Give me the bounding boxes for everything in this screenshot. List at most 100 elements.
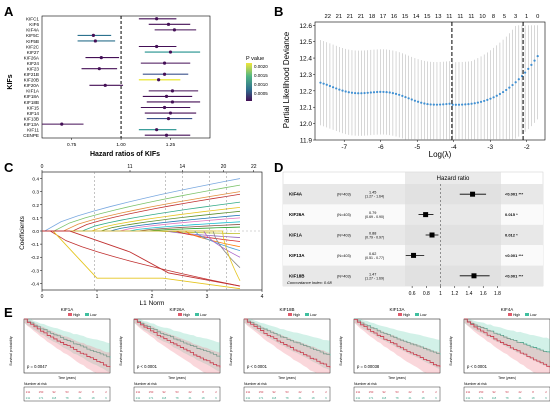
panel-d-multivariate-forest: Hazard ratio KIF4A (N=403) 1.45(1.27 - 1.64…: [282, 171, 544, 297]
km-pvalue: p < 0.0001: [137, 364, 158, 369]
km-frame: [133, 318, 221, 374]
km-risk-low: 6: [215, 396, 217, 400]
km-risk-high: 92: [382, 390, 386, 394]
km-risk-low: 18: [201, 396, 205, 400]
panel-b-top-count: 21: [358, 14, 364, 20]
km-risk-high: 22: [298, 390, 302, 394]
panel-c-ytick-label: -0.1: [31, 242, 40, 248]
panel-c-coef-path: [42, 221, 241, 232]
km-risk-low: 118: [492, 396, 497, 400]
km-curve: [244, 318, 331, 368]
panel-c-coef-path: [42, 191, 241, 232]
panel-b-cv-point: [382, 90, 385, 94]
panel-d-n-label: (N=403): [337, 234, 352, 238]
panel-a-point-kif18a: [164, 94, 169, 99]
panel-d-gene-kif1a: KIF1A: [289, 233, 303, 238]
legend-title: P value: [246, 56, 264, 62]
panel-b-cv-point: [530, 63, 533, 66]
km-curve: [134, 318, 221, 368]
panel-b-top-count: 14: [413, 14, 420, 20]
panel-b-cv-point: [435, 103, 439, 106]
panel-d-hr-point: [429, 232, 435, 238]
panel-a-tick-label-kif21b: KIF21B: [24, 72, 39, 77]
panel-c-ytick-label: 0.4: [32, 177, 39, 183]
km-risk-table: [243, 386, 331, 402]
km-risk-low: 211: [466, 396, 471, 400]
panel-b-cv-point: [479, 100, 483, 103]
km-risk-high: 22: [78, 390, 82, 394]
panel-d-xtick-label: 0.8: [423, 291, 430, 297]
km-curve: [354, 318, 441, 368]
km-title: KIF18B: [279, 307, 294, 312]
panel-c-coef-path: [42, 207, 241, 232]
panel-d-n-label: (N=403): [337, 213, 352, 217]
panel-b-cv-point: [366, 91, 369, 94]
panel-a-point-kif27: [168, 50, 173, 54]
panel-d-pvalue: 0.012 *: [505, 233, 518, 238]
panel-d-ci-value: (0.79 - 0.97): [365, 236, 384, 240]
panel-b-cv-point: [407, 97, 410, 100]
panel-b-cv-point: [454, 103, 457, 106]
km-title: KIF1A: [61, 307, 74, 312]
panel-a-tick-label-kifc1: KIFC1: [26, 17, 39, 22]
panel-a-tick-label-kif2c: KIF2C: [26, 44, 40, 49]
panel-d-title: Hazard ratio: [437, 176, 470, 182]
panel-a-xtick-label: 0.75: [67, 142, 77, 148]
km-risk-high: 22: [188, 390, 192, 394]
panel-c-coef-path: [42, 201, 241, 232]
panel-c-top-tick-label: 22: [251, 164, 257, 170]
panel-a-tick-label-kif24: KIF24: [27, 61, 40, 66]
panel-a-tick-label-kif23: KIF23: [27, 66, 40, 71]
panel-b-xtick-label: -5: [414, 144, 420, 151]
panel-b-cv-point: [524, 71, 527, 74]
panel-a-xtick-label: 1.25: [166, 142, 176, 148]
km-risk-high: 8: [202, 390, 204, 394]
panel-a-xtick-label: 1.00: [116, 142, 126, 148]
panel-d-gene-kif18b: KIF18B: [289, 273, 305, 278]
km-risk-low: 6: [435, 396, 437, 400]
panel-d-ci-value: (0.69 - 0.90): [365, 215, 384, 219]
panel-d-n-label: (N=403): [337, 254, 352, 258]
km-risk-high: 211: [246, 390, 251, 394]
km-legend-low: Low: [310, 313, 317, 317]
km-risk-low: 18: [531, 396, 535, 400]
panel-b-cv-point: [341, 89, 344, 92]
km-risk-high: 8: [312, 390, 314, 394]
panel-d-pvalue: 0.015 *: [505, 212, 518, 217]
panel-b-cv-point: [501, 90, 505, 94]
km-curve: [464, 319, 550, 354]
panel-d-n-label: (N=403): [337, 193, 352, 197]
panel-c-ytick-label: -0.2: [31, 255, 40, 261]
km-risk-low: 6: [105, 396, 107, 400]
panel-c-coef-path: [42, 230, 241, 287]
panel-b-top-count: 13: [435, 14, 441, 20]
panel-a-frame: [41, 15, 211, 139]
km-legend-high: High: [73, 313, 80, 317]
panel-b-cv-point: [426, 102, 429, 106]
km-risk-high: 2: [215, 390, 217, 394]
panel-b-cv-point: [520, 74, 524, 78]
panel-b-top-count: 17: [380, 14, 386, 20]
km-risk-label: Number at risk: [134, 382, 157, 386]
panel-a-point-kif11: [155, 128, 159, 132]
km-risk-high: 150: [479, 390, 484, 394]
km-risk-high: 22: [518, 390, 522, 394]
panel-c-ytick-label: -0.4: [31, 281, 40, 287]
panel-a-tick-label-kif20a: KIF20A: [24, 83, 40, 88]
panel-c-ytick-label: 0.1: [32, 216, 39, 222]
panel-b-cv-point: [404, 95, 407, 99]
km-risk-high: 53: [65, 390, 69, 394]
panel-b-cv-point: [416, 100, 420, 103]
panel-a-point-kif13b: [166, 116, 171, 121]
panel-b-ytick-label: 12.0: [299, 121, 312, 128]
km-risk-table: [463, 386, 550, 402]
km-legend-low: Low: [530, 313, 537, 317]
km-pvalue: p = 0.0047: [27, 364, 48, 369]
km-xlabel: Time (years): [498, 376, 516, 380]
panel-label-a: A: [4, 4, 14, 19]
km-risk-high: 2: [545, 390, 547, 394]
